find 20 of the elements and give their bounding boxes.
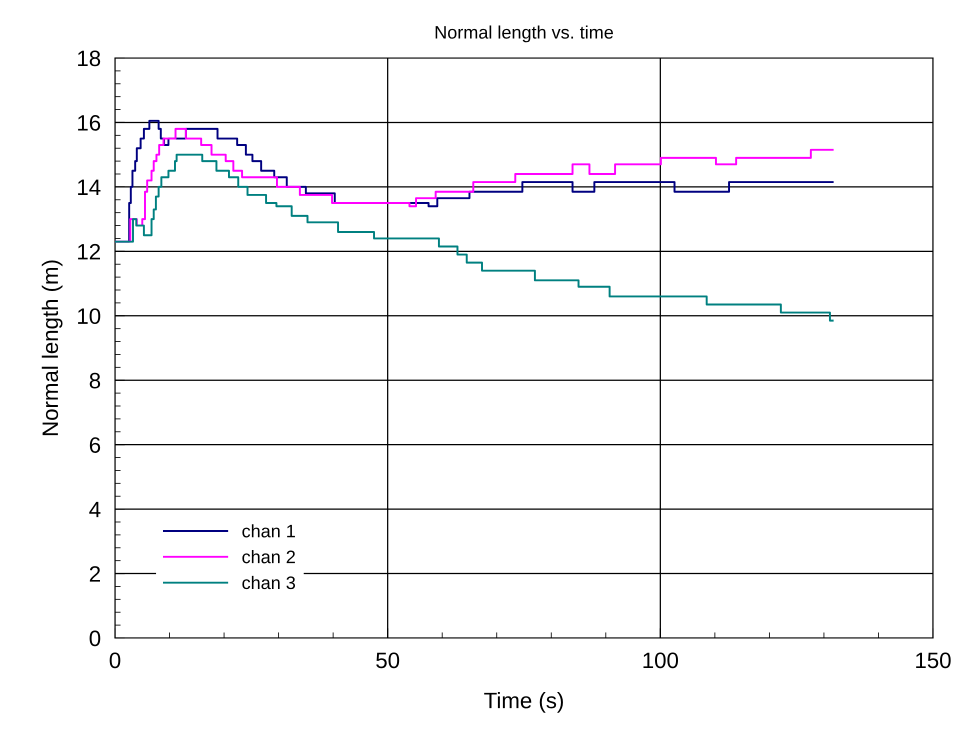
x-tick-label: 0 bbox=[110, 652, 120, 668]
y-tick-label: 14 bbox=[78, 180, 100, 195]
y-tick-label: 2 bbox=[90, 566, 100, 582]
y-tick-label: 6 bbox=[90, 437, 100, 453]
x-tick-label: 100 bbox=[643, 652, 678, 668]
chart-title: Normal length vs. time bbox=[436, 25, 614, 42]
y-tick-label: 8 bbox=[90, 372, 100, 388]
legend-label: chan 1 bbox=[242, 524, 295, 538]
legend-label: chan 3 bbox=[242, 576, 296, 590]
y-tick-label: 0 bbox=[90, 630, 100, 646]
x-axis-title: Time (s) bbox=[484, 692, 563, 713]
y-tick-label: 16 bbox=[78, 114, 100, 131]
y-tick-label: 18 bbox=[78, 50, 100, 66]
y-axis-title: Normal length (m) bbox=[42, 260, 63, 436]
y-tick-label: 12 bbox=[78, 244, 100, 260]
y-tick-label: 4 bbox=[89, 502, 100, 518]
x-tick-label: 150 bbox=[916, 652, 951, 668]
legend-label: chan 2 bbox=[242, 550, 295, 564]
x-tick-label: 50 bbox=[376, 652, 400, 668]
y-tick-label: 10 bbox=[78, 308, 100, 324]
